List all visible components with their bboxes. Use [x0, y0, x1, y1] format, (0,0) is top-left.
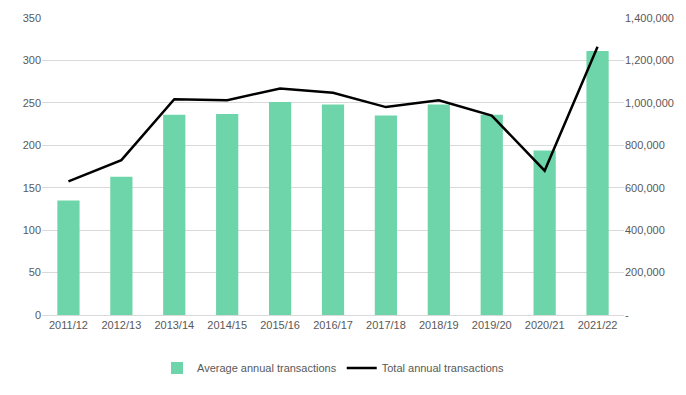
svg-text:2017/18: 2017/18 — [366, 319, 406, 331]
svg-text:150: 150 — [23, 182, 41, 194]
svg-text:2019/20: 2019/20 — [472, 319, 512, 331]
svg-text:2014/15: 2014/15 — [207, 319, 247, 331]
svg-text:1,000,000: 1,000,000 — [625, 97, 674, 109]
svg-text:-: - — [625, 309, 629, 321]
svg-text:1,200,000: 1,200,000 — [625, 54, 674, 66]
svg-text:2020/21: 2020/21 — [525, 319, 565, 331]
svg-text:50: 50 — [29, 266, 41, 278]
svg-text:200: 200 — [23, 139, 41, 151]
svg-text:2021/22: 2021/22 — [578, 319, 618, 331]
svg-text:2018/19: 2018/19 — [419, 319, 459, 331]
svg-text:2016/17: 2016/17 — [313, 319, 353, 331]
svg-text:2011/12: 2011/12 — [49, 319, 88, 331]
svg-text:2012/13: 2012/13 — [101, 319, 141, 331]
svg-text:800,000: 800,000 — [625, 139, 665, 151]
svg-text:2013/14: 2013/14 — [154, 319, 194, 331]
svg-text:200,000: 200,000 — [625, 266, 665, 278]
svg-text:1,400,000: 1,400,000 — [625, 12, 674, 24]
svg-text:Average annual transactions: Average annual transactions — [197, 362, 337, 374]
svg-text:600,000: 600,000 — [625, 182, 665, 194]
svg-text:400,000: 400,000 — [625, 224, 665, 236]
svg-text:2015/16: 2015/16 — [260, 319, 300, 331]
svg-text:100: 100 — [23, 224, 41, 236]
svg-text:350: 350 — [23, 12, 41, 24]
svg-text:Total annual transactions: Total annual transactions — [382, 362, 504, 374]
svg-text:300: 300 — [23, 54, 41, 66]
svg-text:0: 0 — [35, 309, 41, 321]
svg-text:250: 250 — [23, 97, 41, 109]
